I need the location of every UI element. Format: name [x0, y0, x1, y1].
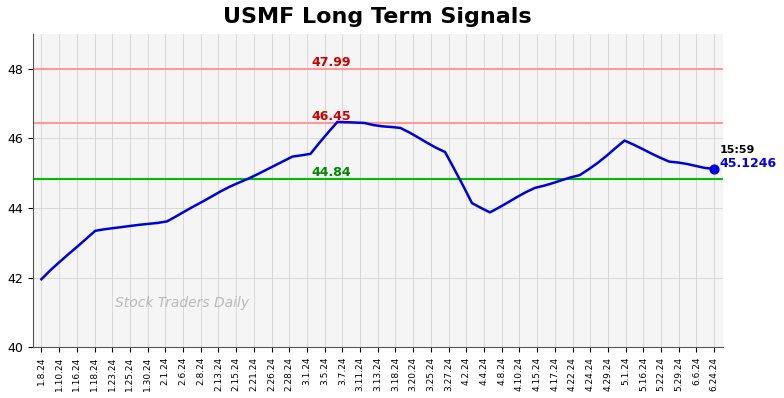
Text: 47.99: 47.99	[312, 57, 351, 69]
Point	[708, 166, 720, 172]
Text: 15:59: 15:59	[720, 145, 755, 155]
Text: 46.45: 46.45	[311, 110, 351, 123]
Text: 45.1246: 45.1246	[720, 157, 777, 170]
Text: 44.84: 44.84	[311, 166, 351, 179]
Text: Stock Traders Daily: Stock Traders Daily	[115, 296, 249, 310]
Title: USMF Long Term Signals: USMF Long Term Signals	[223, 7, 532, 27]
